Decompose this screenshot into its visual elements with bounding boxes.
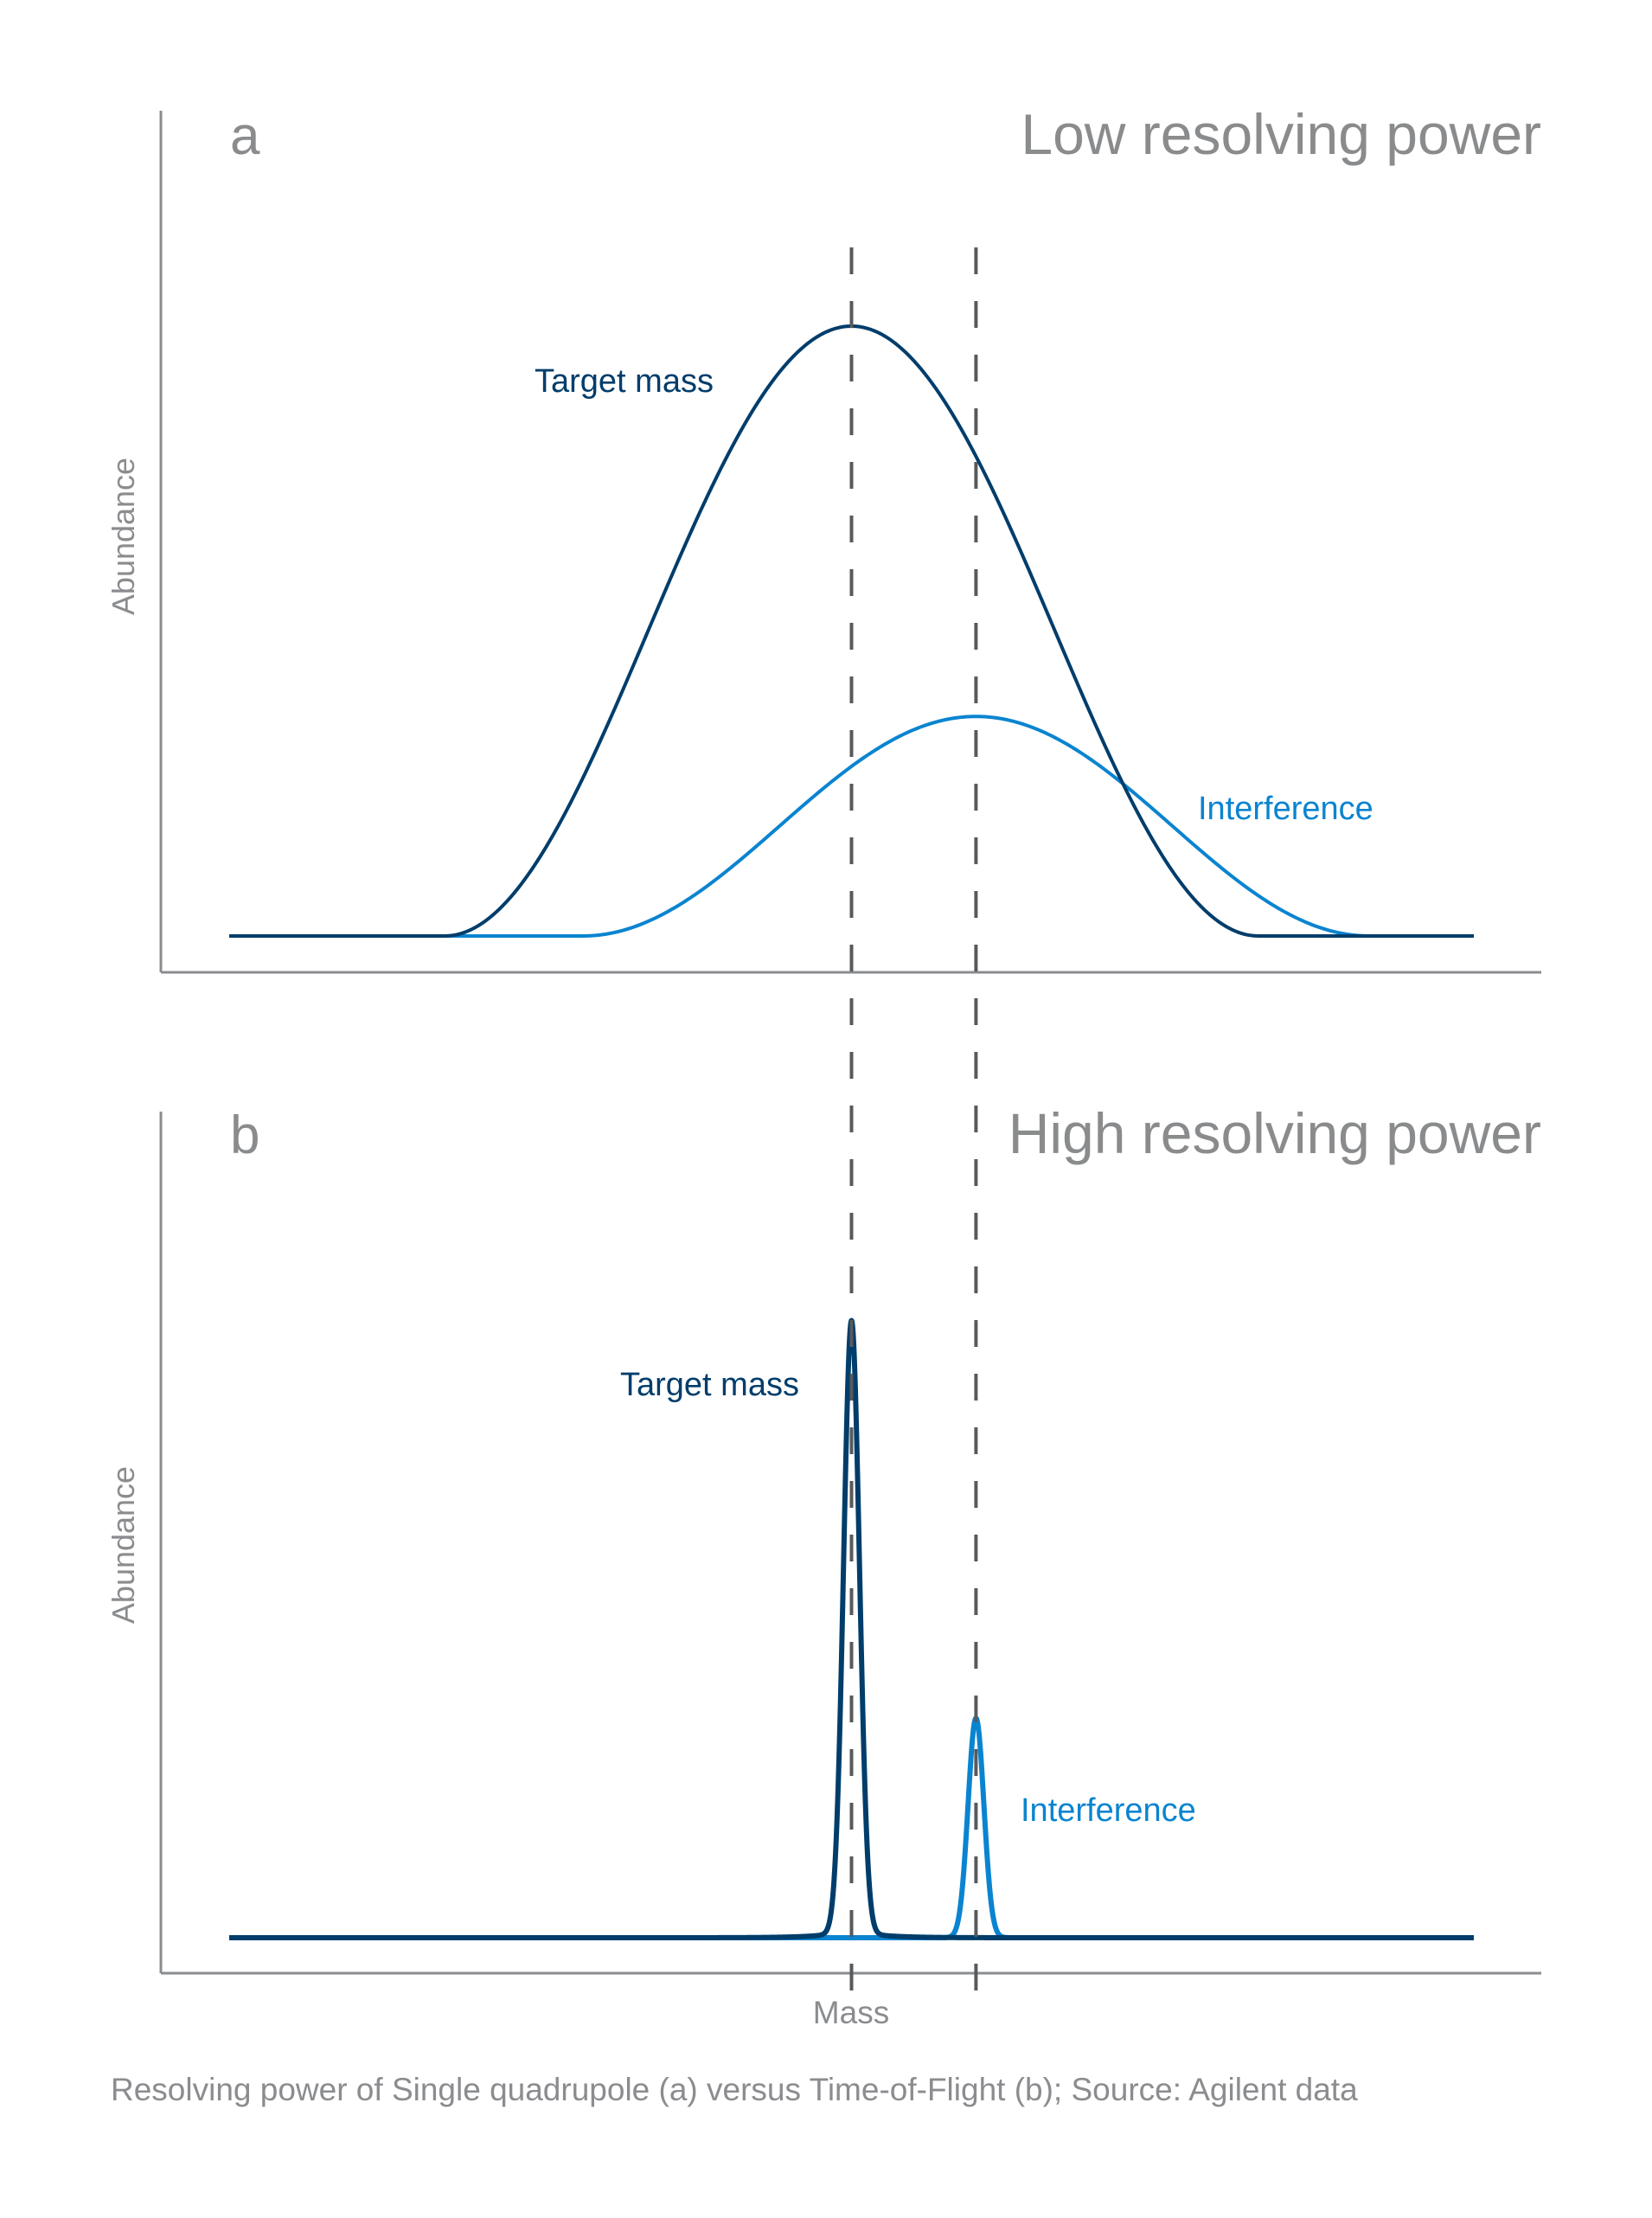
panel-b-y-label: Abundance: [106, 1466, 141, 1624]
panel-b: b High resolving power Abundance Target …: [106, 1101, 1541, 2030]
panel-b-title: High resolving power: [1008, 1101, 1541, 1165]
panel-b-letter: b: [230, 1106, 259, 1165]
panel-b-interference-label: Interference: [1021, 1792, 1196, 1829]
panel-a: a Low resolving power Abundance Target m…: [106, 102, 1541, 974]
panel-b-target-label: Target mass: [620, 1367, 799, 1403]
series-line-target-mass-panel-b: [227, 1317, 1476, 1940]
panel-a-interference-label: Interference: [1198, 791, 1373, 827]
panel-a-y-label: Abundance: [106, 458, 141, 615]
panel-a-letter: a: [230, 106, 260, 166]
reference-lines: [849, 247, 978, 2003]
figure-caption: Resolving power of Single quadrupole (a)…: [111, 2072, 1358, 2107]
x-axis-label-mass: Mass: [813, 1995, 889, 2030]
panel-b-series: [227, 1317, 1476, 1940]
panel-a-target-label: Target mass: [535, 363, 714, 400]
panel-a-title: Low resolving power: [1021, 102, 1541, 166]
